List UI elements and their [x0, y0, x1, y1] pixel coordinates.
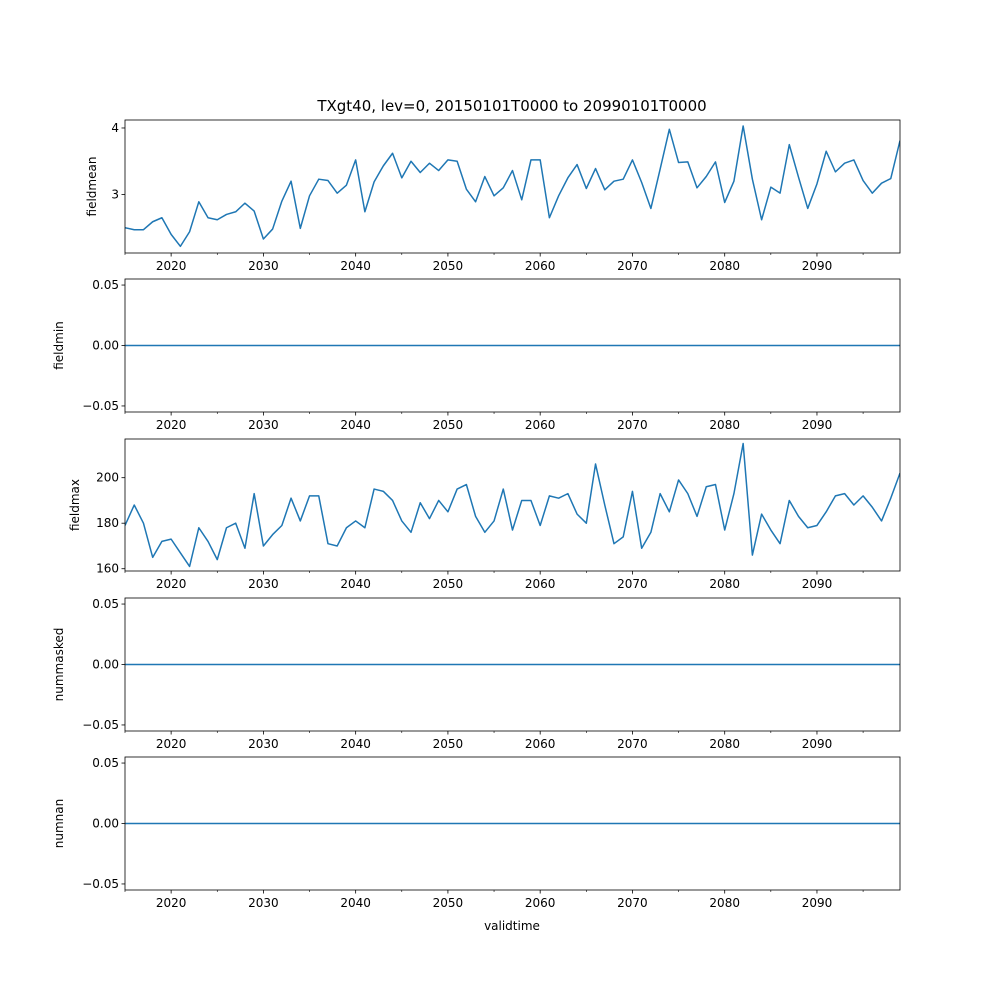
- y-tick-label: 0.05: [92, 278, 119, 292]
- y-axis-label: fieldmean: [85, 157, 99, 217]
- y-tick-label: −0.05: [82, 718, 119, 732]
- x-tick-label: 2080: [709, 577, 740, 591]
- x-tick-label: 2020: [156, 418, 187, 432]
- x-tick-label: 2040: [340, 737, 371, 751]
- x-tick-label: 2030: [248, 418, 279, 432]
- y-axis-label: numnan: [52, 799, 66, 848]
- x-tick-label: 2050: [433, 259, 464, 273]
- y-axis-label: fieldmin: [52, 321, 66, 370]
- x-tick-label: 2070: [617, 418, 648, 432]
- x-tick-label: 2070: [617, 737, 648, 751]
- x-tick-label: 2070: [617, 577, 648, 591]
- x-tick-label: 2090: [802, 896, 833, 910]
- x-tick-label: 2020: [156, 737, 187, 751]
- y-tick-label: −0.05: [82, 877, 119, 891]
- y-tick-label: 0.00: [92, 658, 119, 672]
- x-tick-label: 2050: [433, 577, 464, 591]
- x-tick-label: 2020: [156, 577, 187, 591]
- y-axis-label: fieldmax: [68, 479, 82, 531]
- axes-frame: [124, 119, 901, 254]
- x-tick-label: 2060: [525, 896, 556, 910]
- x-tick-label: 2060: [525, 577, 556, 591]
- y-tick-label: 0.05: [92, 756, 119, 770]
- y-axis-label: nummasked: [52, 628, 66, 702]
- y-tick-label: 0.00: [92, 339, 119, 353]
- x-tick-label: 2090: [802, 737, 833, 751]
- x-tick-label: 2050: [433, 896, 464, 910]
- x-tick-label: 2090: [802, 577, 833, 591]
- x-tick-label: 2020: [156, 259, 187, 273]
- fieldmean-series-line: [125, 125, 900, 248]
- y-tick-label: 0.05: [92, 597, 119, 611]
- x-tick-label: 2080: [709, 418, 740, 432]
- x-tick-label: 2030: [248, 737, 279, 751]
- x-tick-label: 2050: [433, 418, 464, 432]
- fieldmax-series-line: [125, 442, 900, 568]
- x-tick-label: 2090: [802, 418, 833, 432]
- y-tick-label: 180: [96, 516, 119, 530]
- y-tick-label: 3: [111, 187, 119, 201]
- x-tick-label: 2040: [340, 896, 371, 910]
- y-tick-label: 200: [96, 471, 119, 485]
- chart-title: TXgt40, lev=0, 20150101T0000 to 20990101…: [316, 97, 706, 115]
- panel-fieldmax: 2020 2030 2040 2050 2060 2070 2080 2090 160 180 20…: [68, 438, 901, 591]
- x-tick-label: 2050: [433, 737, 464, 751]
- x-tick-label: 2070: [617, 259, 648, 273]
- x-tick-label: 2090: [802, 259, 833, 273]
- y-tick-label: 4: [111, 121, 119, 135]
- x-tick-label: 2080: [709, 259, 740, 273]
- x-tick-label: 2040: [340, 577, 371, 591]
- x-tick-label: 2030: [248, 577, 279, 591]
- x-tick-label: 2030: [248, 259, 279, 273]
- panel-fieldmin: 2020 2030 2040 2050 2060 2070 2080 2090 −0.05 0.0…: [52, 278, 901, 432]
- subplots: 2020 2030 2040 2050 2060 2070 2080 2090 3 4 fieldm…: [52, 119, 901, 910]
- y-tick-label: 160: [96, 562, 119, 576]
- x-tick-label: 2060: [525, 737, 556, 751]
- x-tick-label: 2070: [617, 896, 648, 910]
- x-tick-label: 2040: [340, 418, 371, 432]
- axes-frame: [124, 438, 901, 572]
- x-tick-label: 2080: [709, 896, 740, 910]
- x-tick-label: 2060: [525, 259, 556, 273]
- panel-numnan: 2020 2030 2040 2050 2060 2070 2080 2090 −0.05 0.0…: [52, 756, 901, 910]
- x-tick-label: 2060: [525, 418, 556, 432]
- x-axis-label: validtime: [484, 919, 540, 933]
- y-tick-label: −0.05: [82, 399, 119, 413]
- x-tick-label: 2040: [340, 259, 371, 273]
- x-tick-label: 2020: [156, 896, 187, 910]
- y-tick-label: 0.00: [92, 817, 119, 831]
- panel-fieldmean: 2020 2030 2040 2050 2060 2070 2080 2090 3 4 fieldm…: [85, 119, 901, 273]
- x-tick-label: 2080: [709, 737, 740, 751]
- x-tick-label: 2030: [248, 896, 279, 910]
- panel-nummasked: 2020 2030 2040 2050 2060 2070 2080 2090 −0.05 0.0…: [52, 597, 901, 751]
